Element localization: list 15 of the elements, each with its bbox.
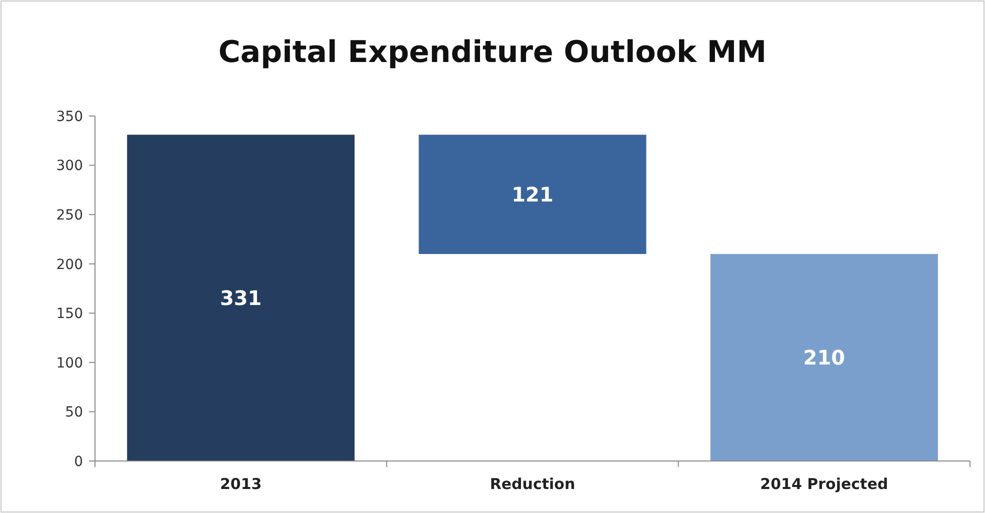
y-tick-label: 250 — [56, 207, 83, 224]
data-label: 331 — [220, 286, 262, 310]
y-tick-label: 300 — [56, 158, 83, 174]
chart-title: Capital Expenditure Outlook MM — [218, 35, 767, 70]
y-tick-label: 0 — [74, 454, 83, 470]
data-label: 121 — [512, 182, 554, 206]
x-tick-label: Reduction — [490, 475, 576, 493]
y-tick-label: 50 — [65, 404, 83, 421]
data-label: 210 — [803, 346, 846, 370]
x-tick-label: 2014 Projected — [760, 475, 888, 493]
x-tick-label: 2013 — [220, 475, 262, 493]
y-tick-label: 150 — [56, 306, 83, 322]
y-tick-label: 350 — [56, 108, 83, 125]
y-tick-label: 200 — [56, 256, 83, 273]
y-tick-label: 100 — [56, 355, 83, 372]
